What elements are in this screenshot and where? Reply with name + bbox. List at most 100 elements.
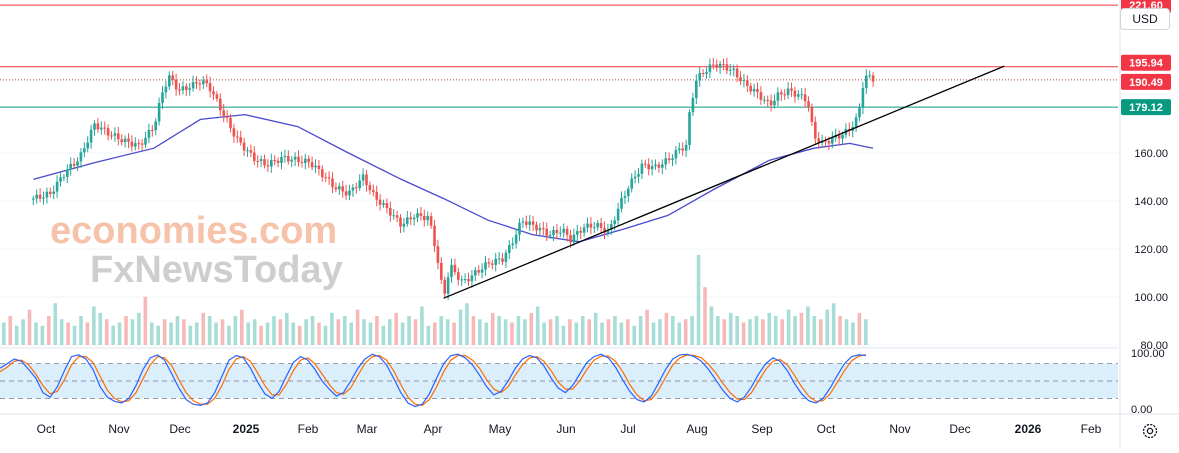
candle-body bbox=[38, 194, 42, 199]
candle-body bbox=[538, 228, 542, 231]
candle-body bbox=[151, 129, 154, 131]
candle-body bbox=[467, 279, 470, 282]
volume-bar bbox=[368, 322, 373, 345]
candle-body bbox=[181, 86, 185, 91]
candle-body bbox=[368, 185, 372, 191]
candle-body bbox=[674, 150, 678, 159]
trendline bbox=[443, 65, 1005, 299]
candle-body bbox=[596, 223, 600, 228]
candle-body bbox=[865, 75, 868, 89]
volume-bar bbox=[79, 316, 83, 345]
candle-body bbox=[256, 160, 260, 162]
candle-body bbox=[783, 94, 787, 96]
candle-body bbox=[807, 101, 810, 107]
candle-body bbox=[270, 160, 273, 167]
volume-bar bbox=[53, 303, 58, 345]
candle-body bbox=[667, 158, 671, 161]
candle-body bbox=[861, 88, 865, 108]
candle-body bbox=[215, 94, 219, 99]
volume-bar bbox=[265, 322, 270, 345]
volume-bar bbox=[793, 316, 797, 345]
volume-bar bbox=[690, 316, 694, 345]
candle-body bbox=[443, 279, 447, 294]
candle-body bbox=[123, 138, 127, 143]
volume-bar bbox=[2, 322, 6, 345]
volume-bar bbox=[851, 322, 855, 345]
candle-body bbox=[749, 85, 753, 92]
volume-bar bbox=[201, 312, 206, 345]
candle-body bbox=[174, 79, 178, 90]
candle-body bbox=[195, 82, 198, 84]
time-tick-Oct: Oct bbox=[37, 422, 56, 436]
candle-body bbox=[474, 270, 477, 276]
candle-body bbox=[508, 245, 511, 253]
volume-bar bbox=[175, 316, 180, 345]
candle-body bbox=[327, 177, 331, 179]
volume-bar bbox=[748, 319, 752, 345]
volume-bar bbox=[574, 322, 579, 345]
candle-body bbox=[147, 129, 151, 138]
candle-body bbox=[698, 73, 702, 81]
candle-body bbox=[810, 106, 814, 122]
volume-bar bbox=[381, 325, 386, 345]
candle-body bbox=[497, 258, 501, 260]
candle-body bbox=[344, 191, 348, 196]
volume-bar bbox=[465, 303, 469, 345]
volume-bar bbox=[677, 322, 682, 345]
volume-bar bbox=[806, 306, 810, 345]
candle-body bbox=[678, 148, 681, 151]
candle-body bbox=[191, 82, 195, 89]
currency-button[interactable]: USD bbox=[1120, 8, 1170, 30]
candle-body bbox=[161, 92, 164, 103]
time-tick-Dec: Dec bbox=[169, 422, 190, 436]
candle-body bbox=[640, 163, 644, 174]
volume-bar bbox=[27, 309, 32, 345]
volume-bar bbox=[420, 306, 424, 345]
moving-average bbox=[33, 113, 874, 243]
stochastic-d-line bbox=[0, 354, 867, 407]
volume-bar bbox=[182, 319, 186, 345]
volume-bar bbox=[458, 309, 463, 345]
candle-body bbox=[106, 128, 110, 136]
volume-bar bbox=[317, 322, 321, 345]
candle-body bbox=[300, 161, 304, 163]
candle-body bbox=[429, 216, 433, 226]
candle-body bbox=[528, 221, 532, 225]
candle-body bbox=[525, 221, 528, 225]
time-tick-Jun: Jun bbox=[556, 422, 575, 436]
time-tick-Feb: Feb bbox=[298, 422, 319, 436]
candle-body bbox=[606, 229, 610, 233]
volume-bar bbox=[709, 306, 714, 345]
candle-body bbox=[593, 227, 596, 229]
candle-body bbox=[831, 137, 834, 144]
volume-bar bbox=[619, 322, 624, 345]
candle-body bbox=[671, 158, 674, 161]
candle-body bbox=[372, 190, 375, 193]
candle-body bbox=[627, 188, 630, 197]
candle-body bbox=[470, 275, 474, 282]
gear-icon[interactable] bbox=[1141, 422, 1159, 440]
candle-body bbox=[542, 228, 545, 230]
candle-body bbox=[42, 197, 45, 199]
candle-body bbox=[389, 207, 392, 216]
candle-body bbox=[657, 164, 661, 168]
volume-bar bbox=[439, 316, 444, 345]
candle-body bbox=[708, 64, 712, 72]
candle-body bbox=[555, 229, 559, 234]
candle-body bbox=[205, 80, 209, 84]
candle-body bbox=[62, 176, 66, 178]
candle-body bbox=[137, 143, 141, 145]
candle-body bbox=[120, 139, 124, 143]
price-tick: 140.00 bbox=[1134, 196, 1168, 208]
candle-body bbox=[756, 89, 759, 93]
candle-body bbox=[647, 164, 651, 170]
candle-body bbox=[725, 64, 729, 71]
candle-body bbox=[654, 164, 657, 167]
candle-body bbox=[436, 246, 440, 263]
volume-bar bbox=[92, 306, 96, 345]
candle-body bbox=[797, 94, 800, 97]
candle-body bbox=[382, 203, 385, 205]
candle-body bbox=[650, 166, 654, 170]
